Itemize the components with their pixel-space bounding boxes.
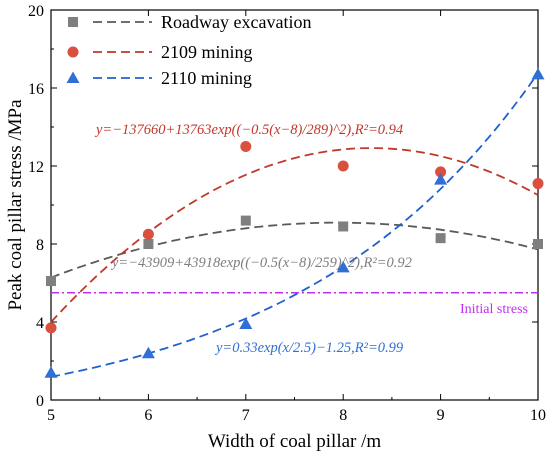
fit-curves: [50, 72, 539, 378]
x-tick-label: 10: [530, 407, 546, 424]
y-axis-title: Peak coal pillar stress /MPa: [5, 99, 26, 311]
y-tick-label: 20: [28, 3, 44, 20]
y-tick-label: 8: [36, 237, 44, 254]
fit-curve-1: [50, 221, 539, 279]
data-point: [337, 160, 349, 172]
x-axis-title: Width of coal pillar /m: [208, 431, 382, 452]
legend-marker: [68, 17, 78, 27]
legend: Roadway excavation 2109 mining 2110 mining: [66, 12, 311, 88]
fit-equation-1: y=−43909+43918exp((−0.5(x−8)/259)^2),R²=…: [110, 255, 412, 271]
data-point: [143, 239, 154, 249]
data-point: [44, 366, 58, 378]
data-point: [240, 141, 252, 152]
annotations: 5 6 7 8 9 10 0 4 8 12 16 20 Width of coal pillar /m P…: [5, 3, 546, 452]
data-point: [46, 276, 56, 287]
fit-curve-3: [50, 72, 539, 378]
legend-label: 2109 mining: [161, 42, 253, 62]
x-tick-label: 9: [437, 407, 445, 424]
data-point: [338, 221, 349, 232]
data-point: [435, 233, 446, 244]
y-tick-label: 0: [36, 393, 44, 410]
legend-marker: [66, 71, 80, 83]
fit-equation-3: y=0.33exp(x/2.5)−1.25,R²=0.99: [214, 340, 404, 356]
x-tick-label: 8: [339, 407, 347, 424]
data-points: [44, 67, 545, 378]
data-point: [239, 317, 253, 329]
data-point: [336, 260, 350, 273]
y-tick-label: 16: [28, 81, 44, 98]
legend-label: 2110 mining: [161, 68, 252, 88]
fit-equation-2: y=−137660+13763exp((−0.5(x−8)/289)^2),R²…: [94, 122, 403, 138]
initial-stress-label: Initial stress: [460, 302, 528, 317]
data-point: [142, 228, 154, 240]
data-point: [141, 346, 155, 359]
data-point: [434, 173, 448, 185]
y-tick-label: 4: [36, 315, 44, 332]
x-tick-label: 6: [144, 407, 152, 424]
data-point: [531, 67, 545, 80]
x-tick-label: 5: [47, 407, 55, 424]
data-point: [532, 178, 544, 190]
x-tick-label: 7: [242, 407, 250, 424]
data-point: [45, 322, 57, 334]
axes-layer: [50, 9, 539, 401]
data-point: [240, 215, 251, 226]
y-tick-label: 12: [28, 159, 44, 176]
data-point: [435, 166, 447, 178]
data-point: [533, 239, 543, 249]
legend-marker: [67, 46, 79, 58]
legend-label: Roadway excavation: [161, 12, 311, 32]
fit-curve-2: [50, 147, 539, 323]
